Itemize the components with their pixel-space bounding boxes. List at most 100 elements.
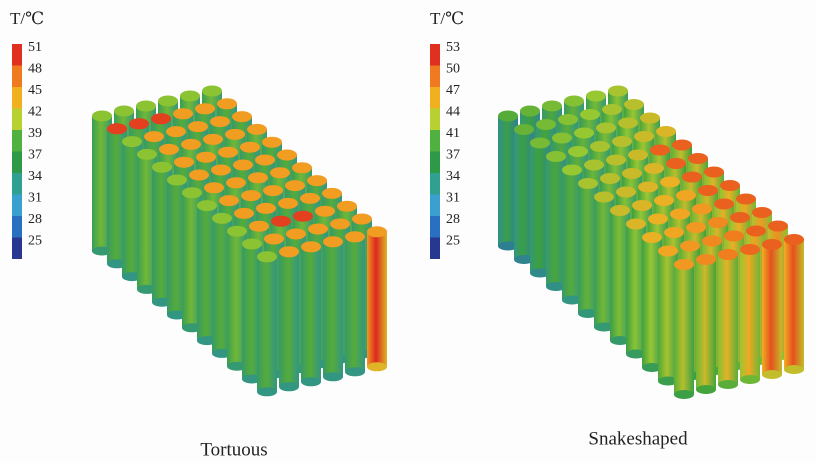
cell-top [724,231,744,242]
cell-top [666,158,686,169]
cell-top [173,108,193,119]
cell-top [242,239,262,250]
colorbar-swatch [430,216,440,238]
cell-top [367,226,387,237]
cell-top [586,91,606,102]
cell-top [232,111,252,122]
cell-top [219,195,239,206]
cell-top [136,101,156,112]
colorbar-tick-label: 48 [28,62,42,77]
cell-top [584,160,604,171]
colorbar-swatch [430,66,440,88]
cell-top [308,224,328,235]
cell-top [270,167,290,178]
cell-top [159,144,179,155]
cell-top [322,188,342,199]
cell-top [542,101,562,112]
cell-top [158,96,178,107]
cell-top [618,118,638,129]
cell-top [217,98,237,109]
colorbar-tick-label: 51 [28,40,42,55]
colorbar-tick-label: 37 [28,148,42,163]
cell-top [264,234,284,245]
colorbar-swatch [430,109,440,131]
cell-top [670,209,690,220]
colorbar-tick-label: 34 [446,169,460,184]
colorbar-tick-label: 28 [28,212,42,227]
cell-top [92,111,112,122]
cell-bottom [323,372,343,381]
cell-top [692,204,712,215]
cell-top [590,141,610,152]
cell-top [225,129,245,140]
cell-top [634,131,654,142]
colorbar-tick-label: 42 [28,105,42,120]
cell-body [345,237,365,372]
cell-top [682,172,702,183]
cell-top [122,136,142,147]
cell-top [144,131,164,142]
caption: Snakeshaped [588,428,688,449]
cell-top [736,194,756,205]
cell-bottom [718,380,738,389]
colorbar-tick-label: 25 [28,234,42,249]
colorbar-swatch [430,130,440,152]
cell-top [152,162,172,173]
cell-top [658,246,678,257]
cell-top [578,178,598,189]
cell-body [696,260,716,390]
figure: T/℃ T/℃ Tortuous Snakeshaped 51484542393… [0,0,816,463]
colorbar-swatch [12,130,22,152]
cell-top [626,219,646,230]
cell-top [762,239,782,250]
cell-body [301,247,321,382]
colorbar-swatch [430,238,440,260]
cell-top [262,137,282,148]
cell-top [624,99,644,110]
cell-top [330,219,350,230]
cell-top [301,241,321,252]
cell-top [650,145,670,156]
colorbar-tick-label: 31 [446,191,460,206]
cell-top [218,147,238,158]
cell-top [536,119,556,130]
cell-top [293,211,313,222]
colorbar-swatch [12,216,22,238]
unit-label: T/℃ [430,9,464,28]
cell-body [718,255,738,385]
colorbar-tick-label: 28 [446,212,460,227]
cell-top [784,234,804,245]
cell-top [564,96,584,107]
cell-top [211,165,231,176]
cell-top [752,207,772,218]
cell-top [730,212,750,223]
cell-top [263,185,283,196]
cell-top [720,180,740,191]
cell-bottom [367,362,387,371]
cell-top [337,201,357,212]
cell-top [676,190,696,201]
cell-top [300,193,320,204]
cell-top [240,142,260,153]
cell-top [226,177,246,188]
cell-top [107,123,127,134]
cell-top [514,124,534,135]
cell-top [680,241,700,252]
cell-top [610,205,630,216]
cell-bottom [279,382,299,391]
cell-top [188,121,208,132]
cell-top [292,162,312,173]
cell-top [257,251,277,262]
colorbar-swatch [12,173,22,195]
cell-top [708,217,728,228]
cell-top [114,106,134,117]
cell-top [233,160,253,171]
cell-top [640,113,660,124]
figure-canvas: T/℃ T/℃ Tortuous Snakeshaped 51484542393… [0,0,816,463]
cell-top [656,126,676,137]
colorbar-swatch [12,87,22,109]
cell-bottom [762,370,782,379]
cell-top [166,126,186,137]
cell-top [202,86,222,97]
cell-top [628,150,648,161]
